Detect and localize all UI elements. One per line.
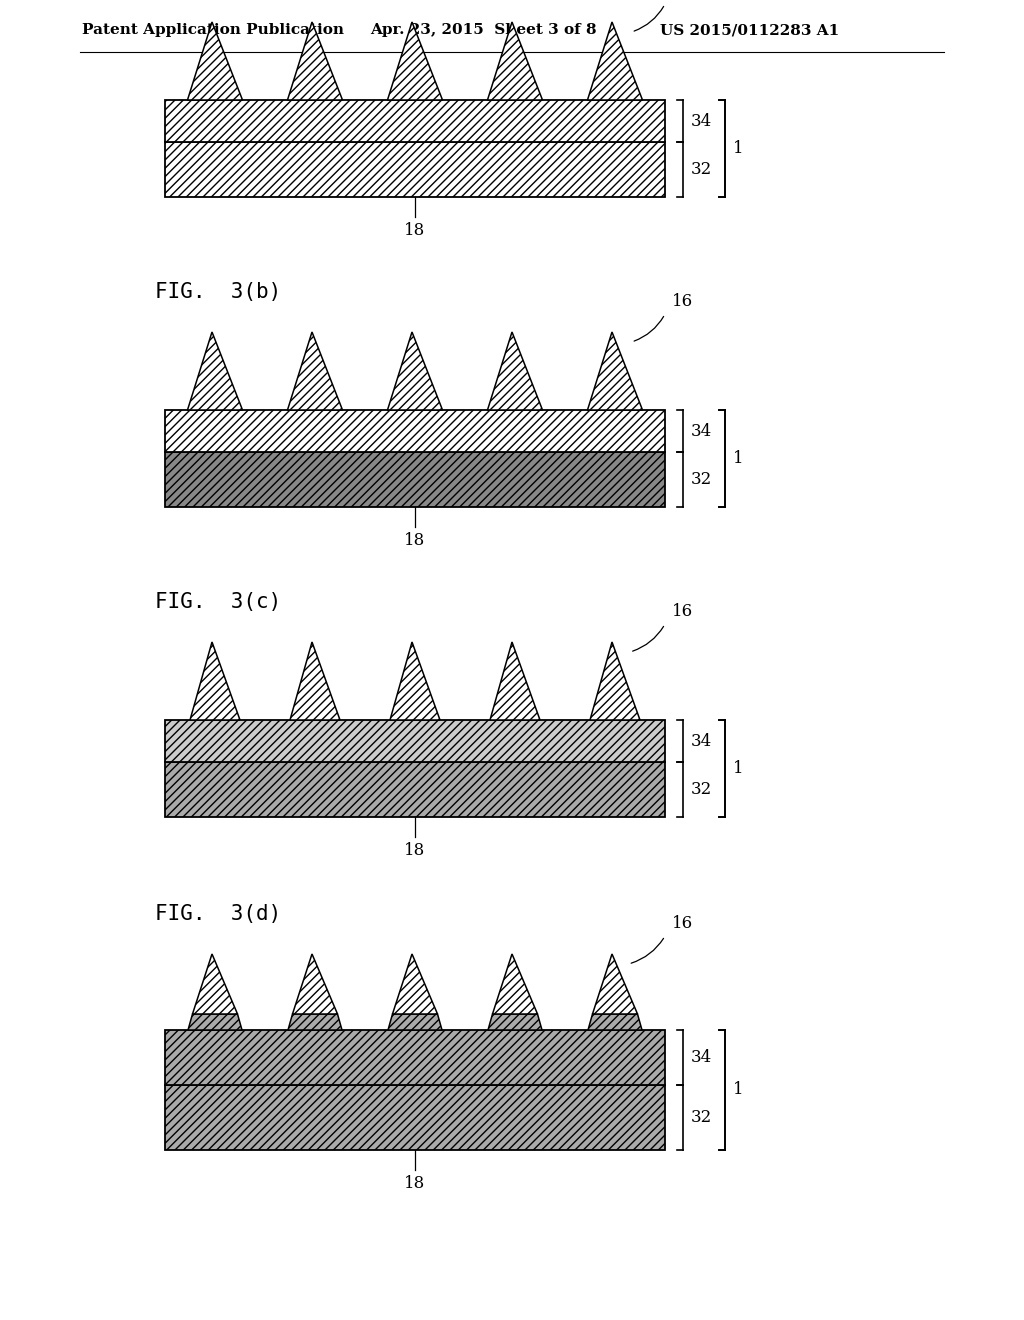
Polygon shape	[293, 954, 338, 1014]
Text: 34: 34	[691, 733, 713, 750]
Polygon shape	[288, 22, 342, 100]
Polygon shape	[288, 333, 342, 411]
Text: FIG.  3(b): FIG. 3(b)	[155, 282, 282, 302]
Text: FIG.  3(c): FIG. 3(c)	[155, 591, 282, 612]
Polygon shape	[193, 954, 238, 1014]
Text: Apr. 23, 2015  Sheet 3 of 8: Apr. 23, 2015 Sheet 3 of 8	[370, 22, 597, 37]
Polygon shape	[487, 22, 543, 100]
Polygon shape	[188, 1014, 242, 1030]
Bar	[165, 762, 665, 817]
Bar	[165, 100, 665, 143]
Polygon shape	[387, 22, 442, 100]
Polygon shape	[290, 642, 340, 719]
Text: 32: 32	[691, 161, 713, 178]
Text: 18: 18	[404, 222, 426, 239]
Polygon shape	[392, 954, 437, 1014]
Polygon shape	[288, 1014, 342, 1030]
Text: US 2015/0112283 A1: US 2015/0112283 A1	[660, 22, 840, 37]
Bar	[165, 1085, 665, 1150]
Text: Patent Application Publication: Patent Application Publication	[82, 22, 344, 37]
Polygon shape	[388, 1014, 442, 1030]
Polygon shape	[590, 642, 640, 719]
Bar	[165, 719, 665, 762]
Polygon shape	[187, 22, 243, 100]
Polygon shape	[588, 22, 642, 100]
Polygon shape	[487, 333, 543, 411]
Text: 18: 18	[404, 532, 426, 549]
Polygon shape	[190, 642, 240, 719]
Text: 1: 1	[733, 760, 743, 777]
Polygon shape	[488, 1014, 542, 1030]
Bar	[165, 451, 665, 507]
Polygon shape	[387, 333, 442, 411]
Text: 16: 16	[672, 293, 693, 310]
Polygon shape	[187, 333, 243, 411]
Text: 16: 16	[672, 603, 693, 620]
Text: 34: 34	[691, 1049, 713, 1067]
Text: 34: 34	[691, 112, 713, 129]
Text: 18: 18	[404, 842, 426, 859]
Polygon shape	[390, 642, 440, 719]
Text: 1: 1	[733, 140, 743, 157]
Polygon shape	[493, 954, 538, 1014]
Text: 16: 16	[672, 915, 693, 932]
Text: 32: 32	[691, 781, 713, 799]
Bar	[165, 1030, 665, 1085]
Bar	[165, 143, 665, 197]
Polygon shape	[490, 642, 540, 719]
Polygon shape	[593, 954, 638, 1014]
Polygon shape	[588, 333, 642, 411]
Text: FIG.  3(d): FIG. 3(d)	[155, 904, 282, 924]
Text: 1: 1	[733, 1081, 743, 1098]
Text: 32: 32	[691, 1109, 713, 1126]
Text: 32: 32	[691, 471, 713, 488]
Bar	[165, 411, 665, 451]
Text: 34: 34	[691, 422, 713, 440]
Text: 1: 1	[733, 450, 743, 467]
Text: 18: 18	[404, 1175, 426, 1192]
Polygon shape	[588, 1014, 642, 1030]
